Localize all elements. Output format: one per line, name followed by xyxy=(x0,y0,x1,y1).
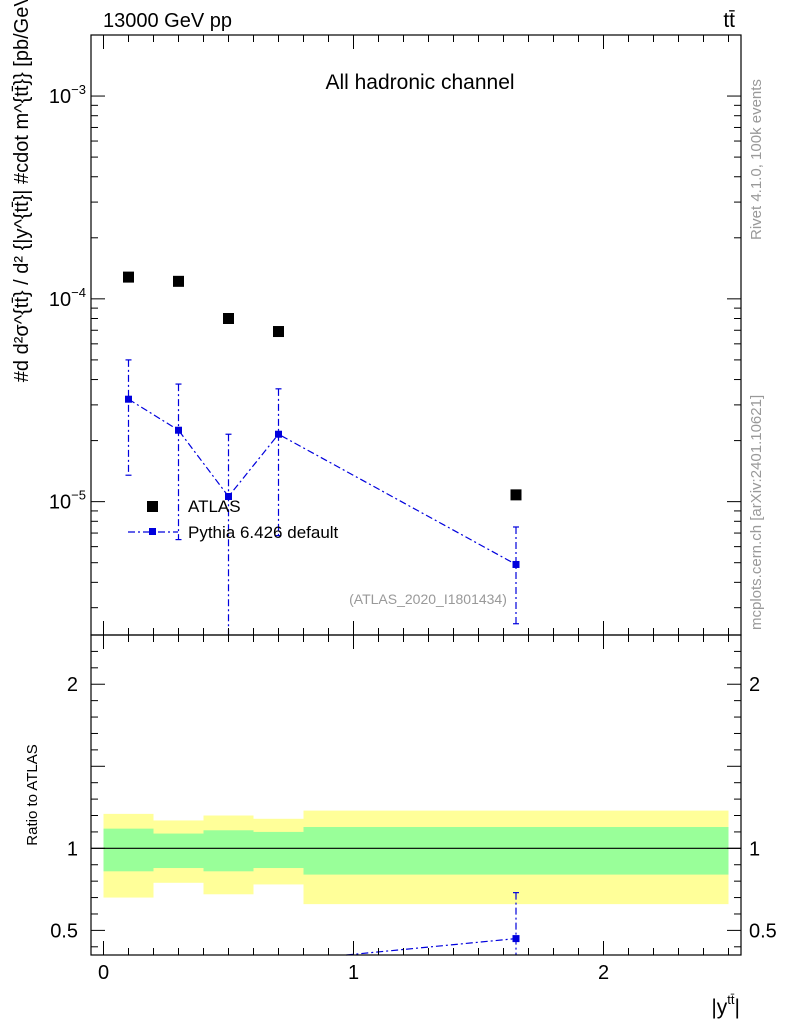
ratio-tick-label: 2 xyxy=(67,674,78,696)
x-tick-label: 0 xyxy=(98,962,109,984)
ratio-tick-label-right: 0.5 xyxy=(749,920,777,942)
atlas-point xyxy=(273,326,284,338)
legend: ATLAS Pythia 6.426 default xyxy=(128,497,339,542)
y-tick-label: 10−4 xyxy=(49,285,86,311)
analysis-id: (ATLAS_2020_I1801434) xyxy=(349,591,507,607)
rivet-label: Rivet 4.1.0, 100k events xyxy=(748,79,765,240)
ratio-tick-label-right: 2 xyxy=(749,674,760,696)
atlas-point xyxy=(510,489,522,501)
pythia-ratio-point xyxy=(512,935,520,943)
x-tick-label: 2 xyxy=(598,962,609,984)
pythia-point xyxy=(125,395,132,403)
main-frame xyxy=(90,34,742,636)
y-tick-label: 10−5 xyxy=(49,488,86,514)
y-tick-label: 10−3 xyxy=(49,82,86,108)
pythia-point xyxy=(275,430,282,438)
y-axis-title: #d d²σ^{tt̄} / d² {|y^{tt̄}| #cdot m^{tt… xyxy=(11,0,33,382)
legend-atlas-marker xyxy=(147,501,158,512)
legend-pythia-label: Pythia 6.426 default xyxy=(188,523,339,542)
channel-title: All hadronic channel xyxy=(325,71,514,94)
x-axis-title: |ytt̄| xyxy=(711,992,740,1019)
legend-atlas-label: ATLAS xyxy=(188,497,241,516)
ratio-inner-band xyxy=(253,831,304,869)
legend-pythia-marker xyxy=(149,528,156,535)
energy-label: 13000 GeV pp xyxy=(103,10,232,32)
pythia-point xyxy=(225,493,232,501)
ratio-inner-band xyxy=(203,830,254,872)
ratio-inner-band xyxy=(103,828,154,872)
ratio-y-title: Ratio to ATLAS xyxy=(24,744,41,845)
process-label: tt̄ xyxy=(723,9,735,32)
ratio-tick-label: 1 xyxy=(67,838,78,860)
atlas-point xyxy=(123,271,134,283)
atlas-point xyxy=(173,275,184,287)
ratio-tick-label: 0.5 xyxy=(50,920,78,942)
pythia-point xyxy=(175,426,182,434)
ratio-inner-band xyxy=(303,827,729,875)
pythia-point xyxy=(512,560,520,568)
ratio-panel: 0 1 2 0.5 0.5 1 1 2 2 xyxy=(50,35,777,984)
source-label: mcplots.cern.ch [arXiv:2401.10621] xyxy=(748,395,765,630)
ratio-tick-label-right: 1 xyxy=(749,838,760,860)
pythia-ratio-line xyxy=(346,937,517,956)
atlas-point xyxy=(223,312,234,324)
ratio-frame xyxy=(90,634,742,956)
ratio-inner-band xyxy=(153,833,204,869)
x-tick-label: 1 xyxy=(348,962,359,984)
